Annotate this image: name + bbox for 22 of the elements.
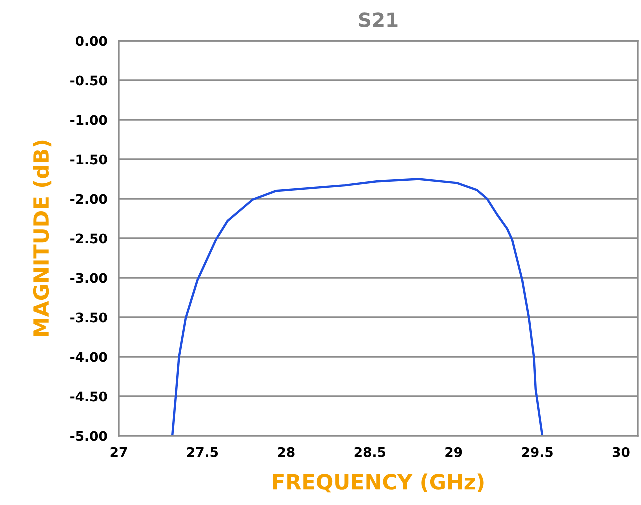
y-tick-label: -1.00 [70, 115, 108, 126]
y-axis-title: MAGNITUDE (dB) [33, 140, 52, 336]
x-tick-label: 29.5 [522, 447, 553, 458]
y-tick-label: -5.00 [70, 431, 108, 442]
y-tick-label: -0.50 [70, 76, 108, 86]
x-tick-label: 27 [110, 447, 128, 458]
y-tick-label: -3.00 [70, 273, 108, 284]
y-tick-label: -1.50 [70, 154, 108, 165]
x-tick-label: 28.5 [354, 447, 386, 458]
y-tick-label: 0.00 [76, 36, 108, 46]
x-axis-title: FREQUENCY (GHz) [273, 474, 484, 493]
x-tick-label: 29 [446, 447, 462, 458]
chart-title: S21 [359, 12, 398, 28]
x-tick-label: 28 [278, 447, 295, 458]
x-tick-label: 27.5 [187, 447, 218, 458]
y-tick-label: -3.50 [70, 312, 108, 323]
x-tick-label: 30 [612, 447, 630, 458]
y-tick-label: -2.00 [70, 194, 108, 204]
y-tick-label: -2.50 [70, 234, 108, 244]
line-series [171, 178, 544, 436]
y-tick-label: -4.50 [70, 392, 108, 402]
y-tick-label: -4.00 [70, 352, 108, 362]
